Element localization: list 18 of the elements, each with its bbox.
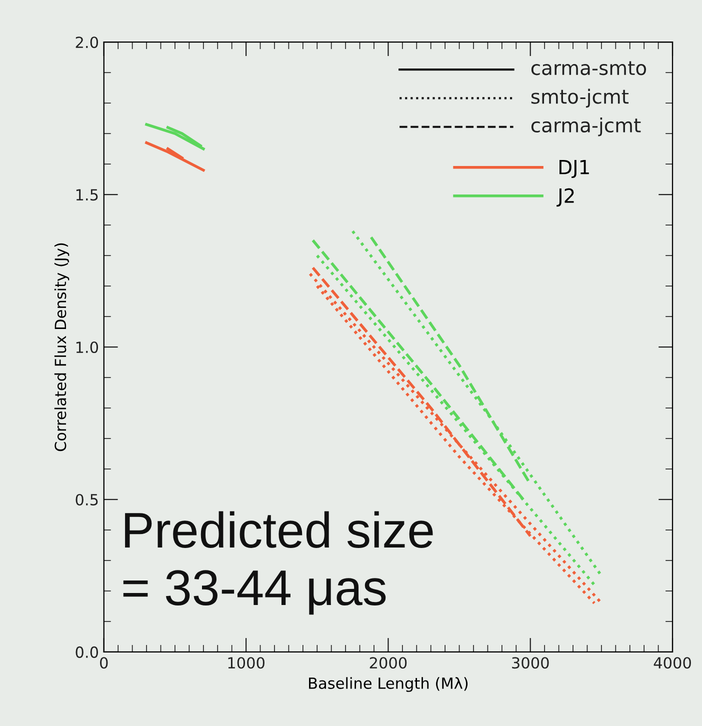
x-tick-label: 4000 (654, 657, 691, 669)
y-tick-label: 2.0 (76, 36, 98, 48)
y-tick-label: 0.0 (76, 646, 98, 658)
x-axis-title: Baseline Length (Mλ) (309, 677, 468, 692)
y-axis-title: Correlated Flux Density (Jy) (54, 243, 70, 452)
annotation: smto-jcmt (531, 88, 629, 108)
x-tick-label: 0 (100, 657, 108, 669)
x-tick-label: 3000 (512, 657, 549, 669)
legend-label: DJ1 (560, 160, 589, 178)
x-tick-label: 2000 (370, 657, 407, 669)
y-tick-label: 1.5 (76, 189, 98, 201)
annotation: Predicted size = 33-44 μas (123, 511, 433, 615)
x-tick-label: 1000 (228, 657, 264, 669)
y-tick-label: 1.0 (76, 341, 98, 354)
annotation: carma-smto (531, 61, 646, 76)
annotation: carma-jcmt (531, 117, 641, 136)
legend-label: J2 (556, 188, 574, 207)
y-tick-label: 0.5 (76, 494, 98, 506)
